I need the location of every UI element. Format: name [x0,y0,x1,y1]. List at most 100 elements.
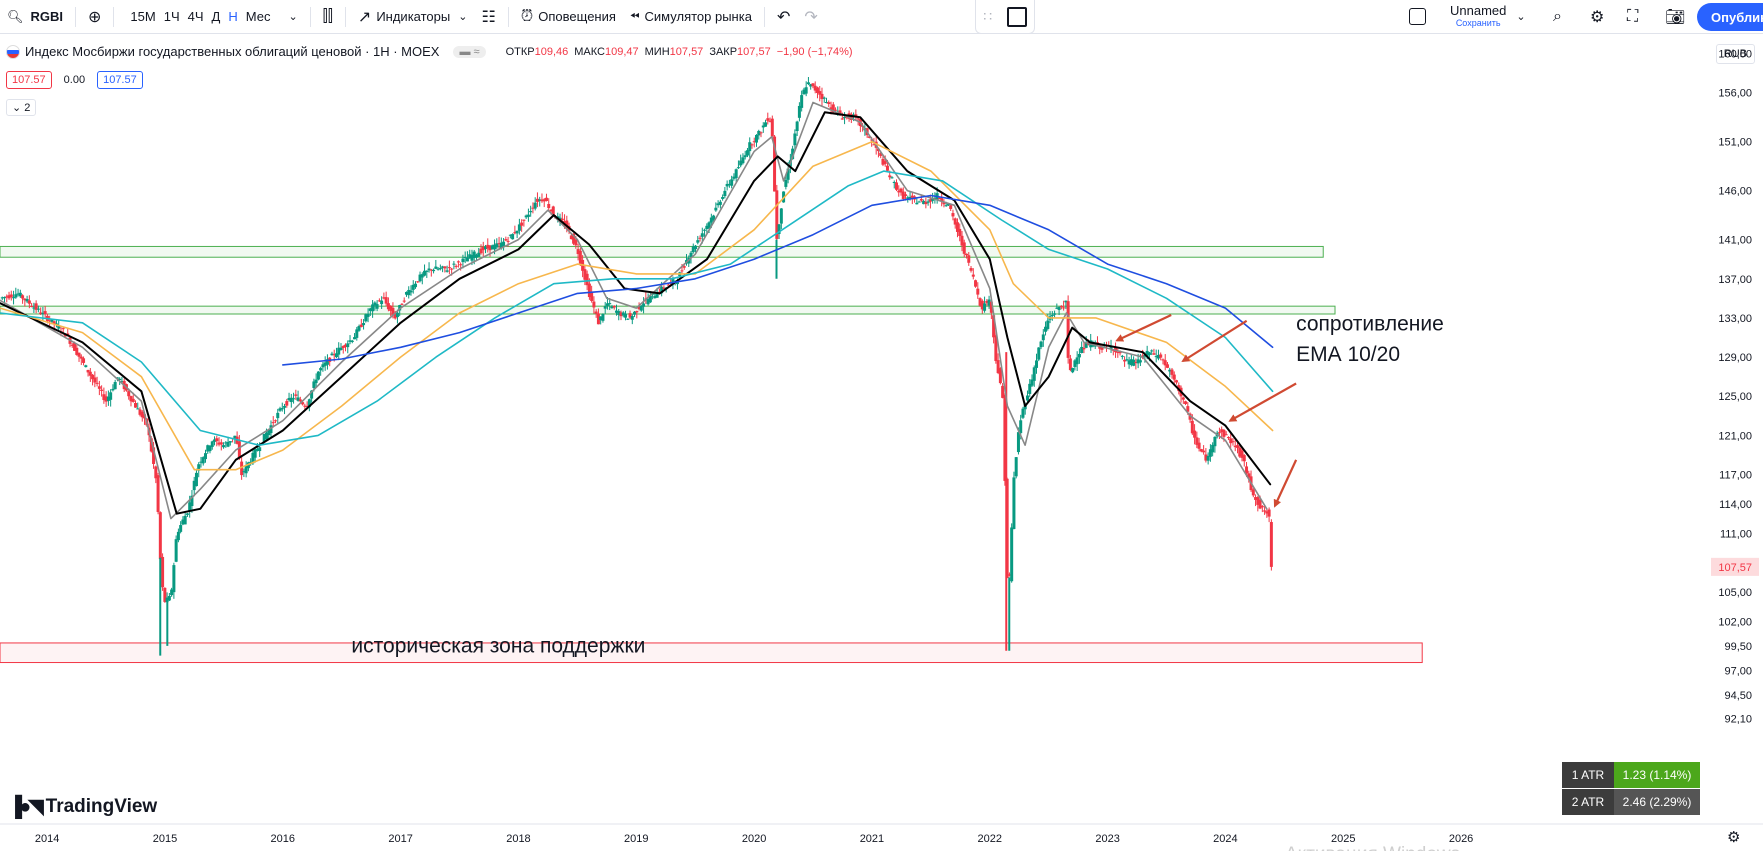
candle-body [614,310,618,313]
plus-circle-icon: ⊕ [88,8,102,26]
snapshot-button[interactable]: 📷︎ [1658,0,1692,34]
series-title[interactable]: Индекс Мосбиржи государственных облигаци… [25,44,440,59]
symbol-search[interactable]: 🔍︎ RGBI [0,0,70,34]
candle-body [167,596,171,601]
candle-body [831,104,835,113]
currency-button[interactable]: RUB [1715,44,1755,64]
candle-body [515,230,519,234]
settings-button[interactable]: ⚙︎ [1583,0,1611,34]
time-tick-label: 2023 [1095,833,1119,845]
candle-body [517,224,521,231]
price-chart[interactable]: сопротивление ЕМА 10/20 историческая зона … [0,34,1763,851]
candle-body [355,329,359,338]
candle-body [330,353,334,356]
chart-settings-button[interactable]: ⚙︎ [1727,828,1740,846]
candle-body [675,281,679,285]
candle-body [174,539,178,562]
candle-body [572,233,576,244]
candle-body [292,398,296,400]
compare-button[interactable]: ⊕ [81,0,108,34]
replay-button[interactable]: ⏪︎ Симулятор рынка [623,0,759,34]
candle-body [901,191,905,199]
candle-body [890,177,894,179]
candle-body [980,300,984,310]
candle-body [578,250,582,264]
candle-body [1240,450,1244,458]
candle-body [881,158,885,165]
candle-body [102,394,106,401]
candle-body [1163,360,1167,366]
templates-button[interactable]: ☷ [474,0,502,34]
candle-body [32,307,36,309]
drawing-toolbar-toggle[interactable]: ∷ [975,0,1035,34]
candles-layer [0,77,1273,656]
timeframe-button[interactable]: 4Ч [187,9,204,24]
price-tick-label: 133,00 [1718,313,1752,325]
indicators-collapse-button[interactable]: ⌄ 2 [6,99,37,116]
price-tick-label: 99,50 [1724,641,1752,653]
publish-button[interactable]: Опубликовать [1697,3,1763,31]
candle-body [797,105,801,118]
candle-body [477,252,481,257]
candle-body [495,243,499,248]
candle-body [1109,346,1113,350]
candle-body [1172,374,1176,380]
candle-body [1170,369,1174,375]
candle-body [165,597,169,603]
candle-body [425,270,429,272]
indicators-button[interactable]: ↗ Индикаторы ⌄ [351,0,475,34]
layout-button[interactable]: Unnamed Сохранить ⌄ [1402,0,1533,34]
candle-body [714,207,718,211]
legend-toggle-pill[interactable]: ▬ ≈ [453,45,486,58]
candle-body [535,198,539,202]
candle-body [242,471,246,473]
timeframe-menu-button[interactable]: ⌄ [281,0,304,34]
candle-body [357,326,361,331]
candle-body [529,211,533,213]
candle-body [73,342,77,351]
candle-body [208,445,212,452]
candle-body [301,402,305,405]
candle-body [1019,420,1023,434]
redo-button[interactable]: ↷ [797,0,824,34]
fullscreen-button[interactable]: ⛶ [1620,0,1645,34]
candle-body [971,274,975,277]
candle-body [924,201,928,205]
timeframe-button[interactable]: 15М [130,9,156,24]
undo-button[interactable]: ↶ [770,0,797,34]
candle-body [718,201,722,205]
quick-search-button[interactable]: ⌕ [1546,0,1569,34]
candle-body [1073,360,1077,367]
candle-body [1265,511,1269,514]
candle-body [474,254,478,258]
candle-body [411,284,415,290]
price-tick-label: 137,00 [1718,274,1752,286]
candle-body [752,141,756,143]
candle-body [583,269,587,280]
chevron-down-icon: ⌄ [12,102,22,114]
timeframe-button[interactable]: Мес [245,9,271,24]
timeframe-button[interactable]: Д [211,9,221,24]
alerts-button[interactable]: ⏰︎ Оповещения [514,0,623,34]
candle-body [1226,437,1230,439]
candle-body [1181,397,1185,400]
candle-body [459,264,463,266]
candle-body [461,258,465,262]
candle-body [61,328,65,330]
chart-type-button[interactable]: ⫿⫿ [316,0,340,34]
candle-body [16,293,20,295]
candle-body [499,242,503,249]
candle-body [942,202,946,205]
tradingview-logo[interactable]: ▐●◥ TradingView [8,794,157,819]
candle-body [1193,430,1197,438]
candle-body [619,312,623,317]
time-tick-label: 2026 [1449,833,1473,845]
candle-body [228,441,232,443]
timeframe-button[interactable]: 1Ч [163,9,180,24]
timeframe-button[interactable]: Н [228,9,238,24]
timeframe-group: 15М 1Ч 4Ч Д Н Мес [119,0,281,34]
candle-body [395,312,399,318]
candle-body [852,114,856,116]
candle-body [362,323,366,326]
candle-body [244,465,248,474]
